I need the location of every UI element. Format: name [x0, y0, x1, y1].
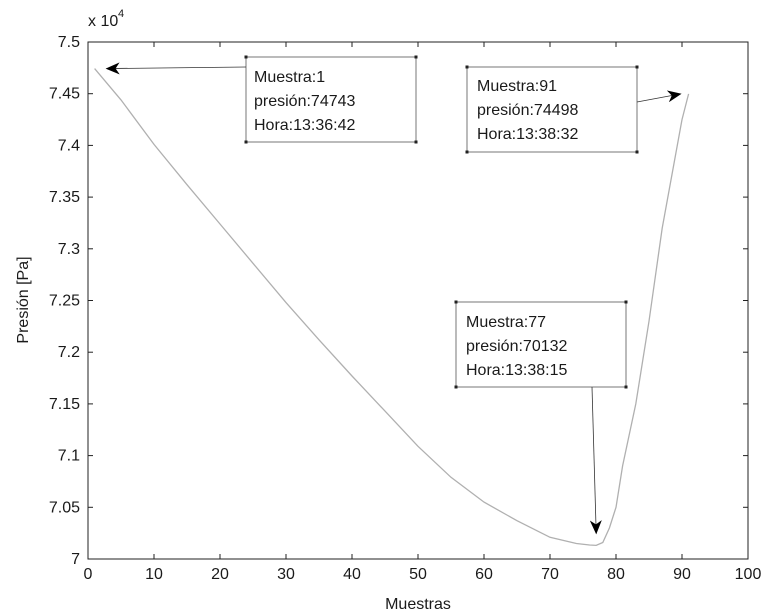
data-tip-arrow	[636, 90, 682, 103]
data-tip-text: presión:74743	[254, 93, 356, 110]
data-tip: Muestra:1 presión:74743 Hora:13:36:42	[105, 55, 418, 144]
x-tick-label: 90	[673, 566, 691, 583]
plot-frame	[87, 41, 749, 560]
data-tip-text: Muestra:77	[466, 314, 546, 331]
data-tip-corner	[635, 65, 639, 69]
x-tick-label: 80	[607, 566, 625, 583]
x-tick-label: 30	[277, 566, 295, 583]
axis-ticks	[87, 41, 749, 560]
x-tick-label: 10	[145, 566, 163, 583]
y-tick-label: 7.3	[58, 241, 80, 258]
data-tip-corner	[465, 150, 469, 154]
y-exponent-power: 4	[118, 8, 124, 20]
data-tip-box	[245, 56, 417, 143]
data-tip-text: Hora:13:36:42	[254, 117, 356, 134]
x-tick-label: 70	[541, 566, 559, 583]
data-tip-corner	[244, 140, 248, 144]
series-line	[94, 68, 690, 547]
x-tick-labels: 0 10 20 30 40 50 60 70 80 90 100	[84, 566, 762, 583]
data-tip-corner	[624, 300, 628, 304]
x-tick-label: 100	[735, 566, 762, 583]
x-tick-label: 40	[343, 566, 361, 583]
y-tick-label: 7.15	[49, 396, 80, 413]
data-tip-arrow	[589, 386, 602, 535]
y-tick-label: 7.35	[49, 189, 80, 206]
y-tick-label: 7.5	[58, 34, 80, 51]
data-tip-corner	[414, 55, 418, 59]
data-tip-corner	[624, 385, 628, 389]
data-tip-corner	[454, 385, 458, 389]
data-tip-text: Hora:13:38:32	[477, 126, 579, 143]
data-tip-box	[455, 301, 627, 388]
data-tip-text: Hora:13:38:15	[466, 362, 568, 379]
data-tip-text: Muestra:1	[254, 69, 325, 86]
annotation-layer: Muestra:1presión:74743Hora:13:36:42Muest…	[105, 55, 682, 535]
data-tip-box	[466, 66, 638, 153]
y-tick-label: 7.4	[58, 137, 80, 154]
data-tip-corner	[414, 140, 418, 144]
data-tip-corner	[465, 65, 469, 69]
data-tip-text: Muestra:91	[477, 78, 557, 95]
data-tip: Muestra:91 presión:74498 Hora:13:38:32	[465, 65, 682, 154]
y-tick-label: 7.25	[49, 293, 80, 310]
x-tick-label: 50	[409, 566, 427, 583]
y-tick-label: 7.1	[58, 448, 80, 465]
y-tick-label: 7.05	[49, 499, 80, 516]
y-axis-title: Presión [Pa]	[15, 256, 32, 343]
y-tick-label: 7.2	[58, 344, 80, 361]
data-tip-corner	[635, 150, 639, 154]
data-tip-arrow	[105, 62, 247, 75]
data-tip-corner	[244, 55, 248, 59]
x-axis-title: Muestras	[385, 596, 451, 613]
data-tip-text: presión:70132	[466, 338, 568, 355]
x-tick-label: 20	[211, 566, 229, 583]
data-tip-corner	[454, 300, 458, 304]
y-tick-labels: 7 7.05 7.1 7.15 7.2 7.25 7.3 7.35 7.4 7.45 7.5	[49, 34, 80, 568]
x-tick-label: 0	[84, 566, 93, 583]
series-layer	[94, 68, 690, 547]
y-tick-label: 7	[71, 551, 80, 568]
data-tip: Muestra:77 presión:70132 Hora:13:38:15	[454, 300, 628, 535]
x-tick-label: 60	[475, 566, 493, 583]
data-tip-text: presión:74498	[477, 102, 579, 119]
y-exponent-label: x 10	[88, 13, 118, 30]
y-tick-label: 7.45	[49, 86, 80, 103]
